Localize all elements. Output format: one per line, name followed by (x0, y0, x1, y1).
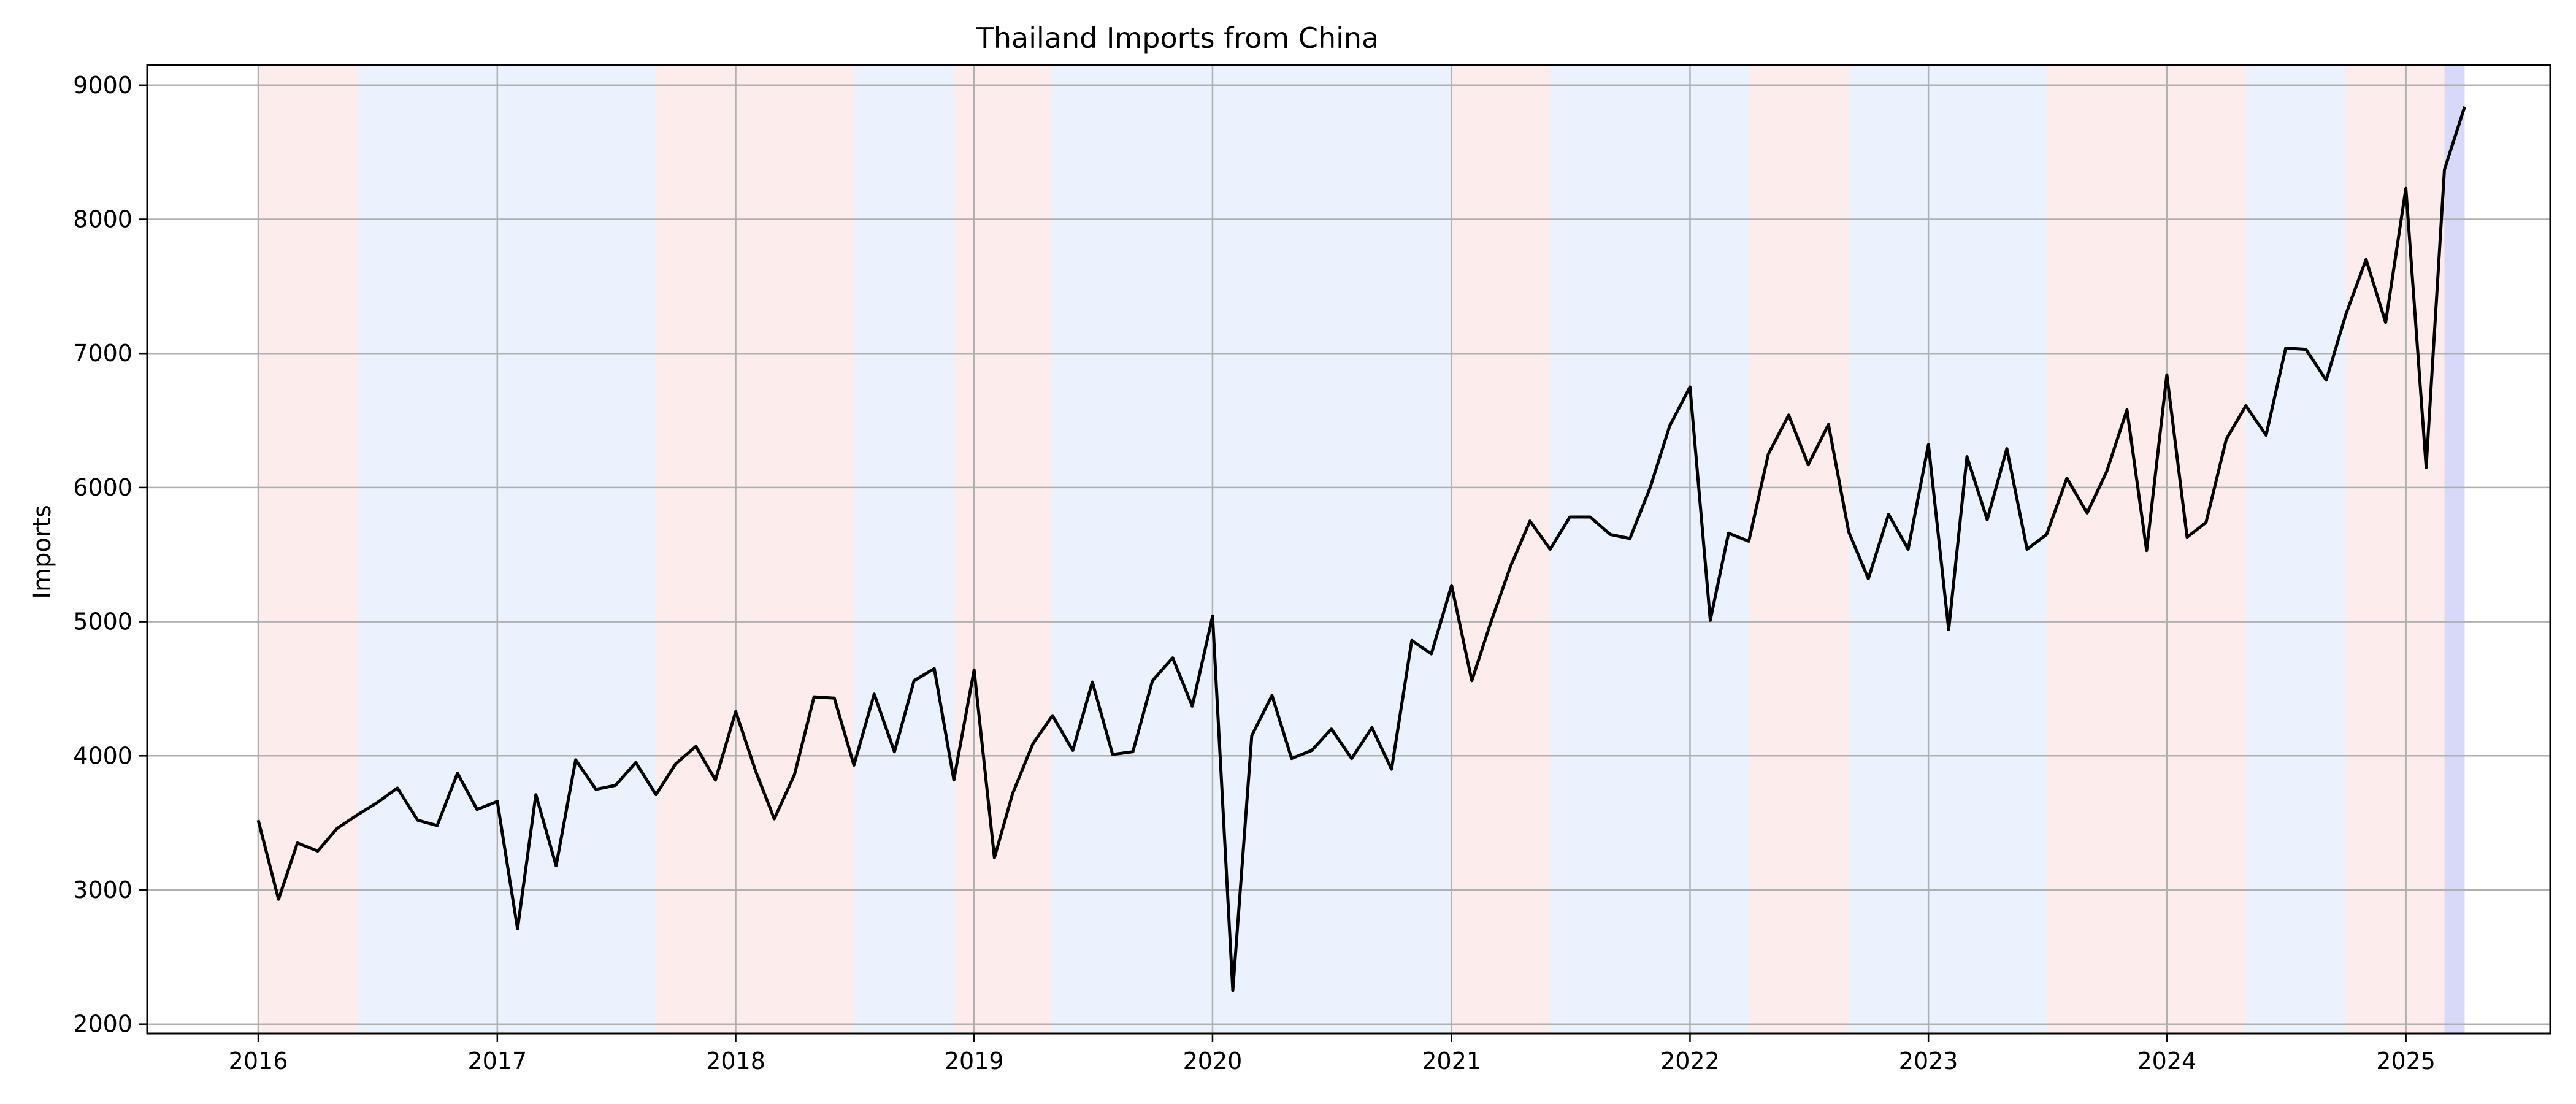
band-1 (357, 65, 656, 1033)
y-tick-label-7000: 7000 (73, 340, 132, 367)
y-tick-label-6000: 6000 (73, 474, 132, 501)
x-tick-label-2025: 2025 (2376, 1048, 2436, 1075)
series-line-0 (256, 106, 2466, 992)
y-tick-label-4000: 4000 (73, 742, 132, 769)
band-4 (954, 65, 1053, 1033)
band-2 (656, 65, 854, 1033)
gridlines (147, 65, 2550, 1033)
x-tick-label-2024: 2024 (2137, 1048, 2197, 1075)
band-8 (1749, 65, 1849, 1033)
x-tick-label-2020: 2020 (1183, 1048, 1243, 1075)
plot-frame (146, 64, 2551, 1035)
band-5 (1052, 65, 1452, 1033)
shaded-bands (258, 65, 2465, 1033)
x-axis-ticks: 2016 2017 2018 2019 2020 2021 2022 2023 2024 2025 (229, 1033, 2436, 1075)
x-tick-label-2023: 2023 (1899, 1048, 1958, 1075)
band-0 (258, 65, 358, 1033)
band-7 (1550, 65, 1749, 1033)
y-tick-label-9000: 9000 (73, 72, 132, 99)
chart-title: Thailand Imports from China (976, 21, 1379, 55)
x-tick-label-2022: 2022 (1660, 1048, 1720, 1075)
band-9 (1849, 65, 2047, 1033)
y-tick-label-8000: 8000 (73, 206, 132, 233)
band-6 (1451, 65, 1551, 1033)
series-layer (256, 106, 2466, 992)
y-axis-ticks: 2000 3000 4000 5000 6000 7000 8000 9000 (73, 72, 147, 1038)
x-tick-label-2017: 2017 (467, 1048, 527, 1075)
y-tick-label-2000: 2000 (73, 1011, 132, 1038)
band-12 (2345, 65, 2445, 1033)
x-tick-label-2018: 2018 (706, 1048, 765, 1075)
band-3 (854, 65, 954, 1033)
y-tick-label-5000: 5000 (73, 608, 132, 635)
band-11 (2245, 65, 2346, 1033)
band-13 (2444, 65, 2465, 1033)
x-tick-label-2021: 2021 (1422, 1048, 1481, 1075)
y-tick-label-3000: 3000 (73, 876, 132, 903)
x-tick-label-2019: 2019 (945, 1048, 1004, 1075)
x-tick-label-2016: 2016 (229, 1048, 288, 1075)
y-axis-label: Imports (28, 505, 56, 599)
